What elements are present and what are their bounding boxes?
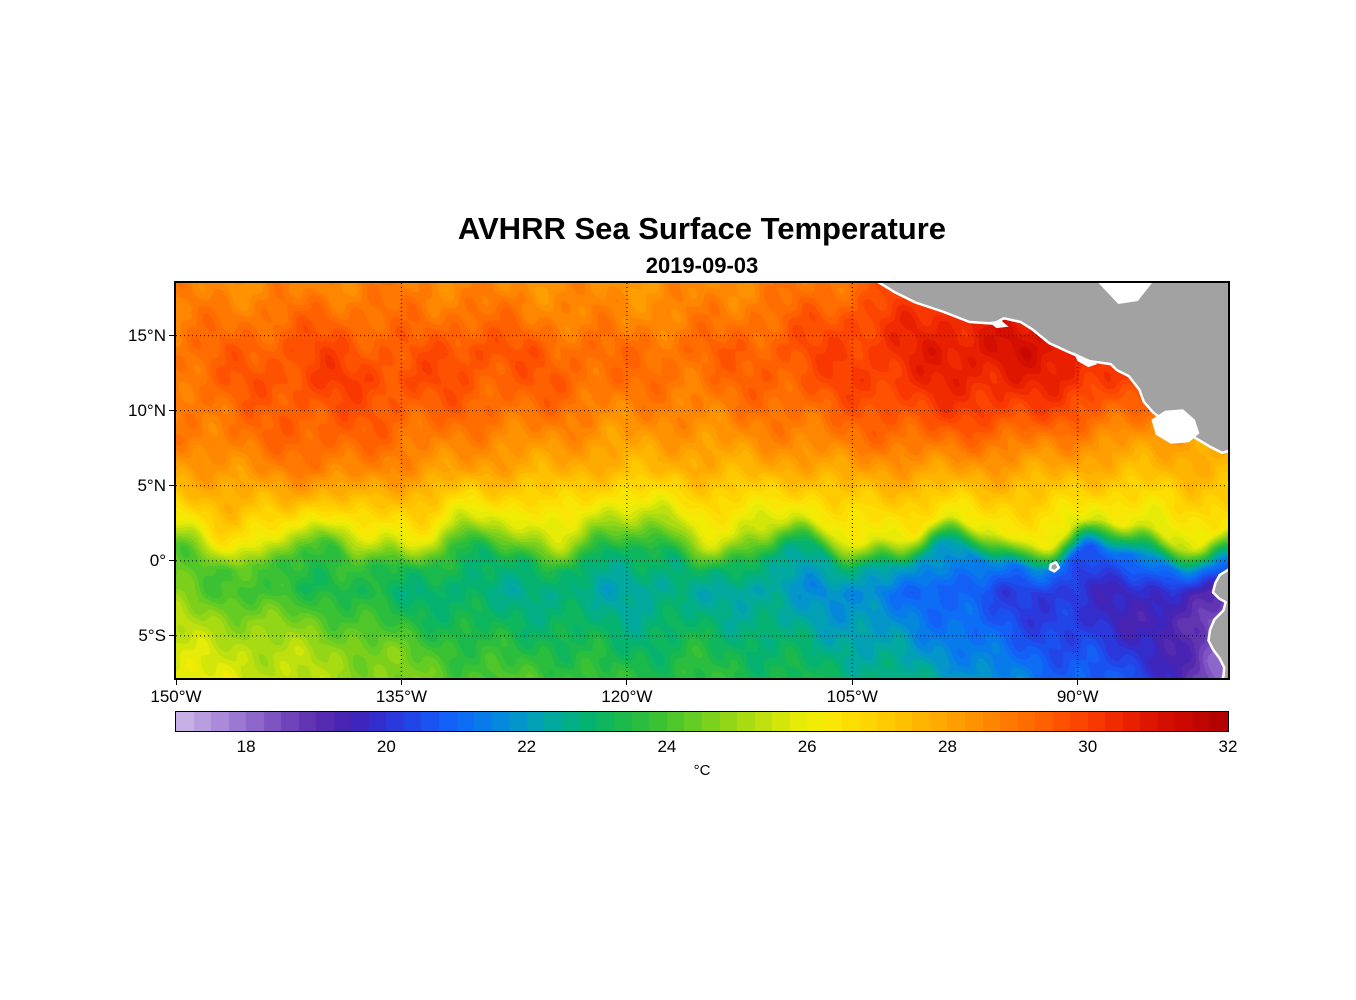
cloud-caribbean-notch: [1098, 283, 1153, 304]
colorbar-tick-label: 24: [657, 737, 677, 756]
colorbar-tick-label: 20: [376, 737, 396, 756]
land-central-america: [877, 283, 1228, 454]
y-tick-label: 5°N: [137, 475, 166, 495]
x-tick-mark: [175, 680, 177, 685]
colorbar-tick-label: 32: [1218, 737, 1238, 756]
colorbar-tick-label: 22: [517, 737, 537, 756]
x-tick-label: 90°W: [1056, 687, 1099, 706]
map-overlay: [176, 283, 1228, 678]
map-plot: [174, 281, 1230, 680]
y-tick-mark: [169, 485, 174, 487]
cloud-el-salvador: [1073, 352, 1098, 368]
x-tick-label: 135°W: [375, 687, 428, 706]
sst-heatmap-canvas: [176, 283, 1228, 678]
colorbar: [175, 711, 1229, 732]
x-tick-label: 105°W: [826, 687, 878, 706]
x-tick-mark: [1077, 680, 1079, 685]
x-tick-label: 120°W: [601, 687, 653, 706]
y-tick-label: 15°N: [128, 325, 166, 345]
colorbar-tick-label: 18: [236, 737, 256, 756]
x-tick-label: 150°W: [150, 687, 202, 706]
x-tick-mark: [626, 680, 628, 685]
chart-subtitle: 2019-09-03: [645, 253, 759, 278]
x-tick-mark: [851, 680, 853, 685]
y-tick-mark: [169, 635, 174, 637]
x-tick-mark: [400, 680, 402, 685]
colorbar-tick-label: 30: [1078, 737, 1098, 756]
colorbar-unit-label: °C: [693, 762, 711, 779]
colorbar-canvas: [176, 712, 1228, 731]
land-south-america: [1207, 568, 1228, 678]
y-tick-label: 0°: [149, 550, 166, 570]
colorbar-tick-label: 26: [797, 737, 817, 756]
y-tick-label: 5°S: [138, 625, 166, 645]
y-tick-mark: [169, 335, 174, 337]
land-galapagos-island: [1048, 561, 1061, 573]
chart-title: AVHRR Sea Surface Temperature: [457, 211, 947, 246]
colorbar-tick-label: 28: [937, 737, 957, 756]
cloud-panama: [1151, 409, 1200, 444]
y-tick-mark: [169, 560, 174, 562]
y-tick-mark: [169, 410, 174, 412]
y-tick-label: 10°N: [128, 400, 166, 420]
cloud-tehuantepec: [989, 320, 1009, 329]
